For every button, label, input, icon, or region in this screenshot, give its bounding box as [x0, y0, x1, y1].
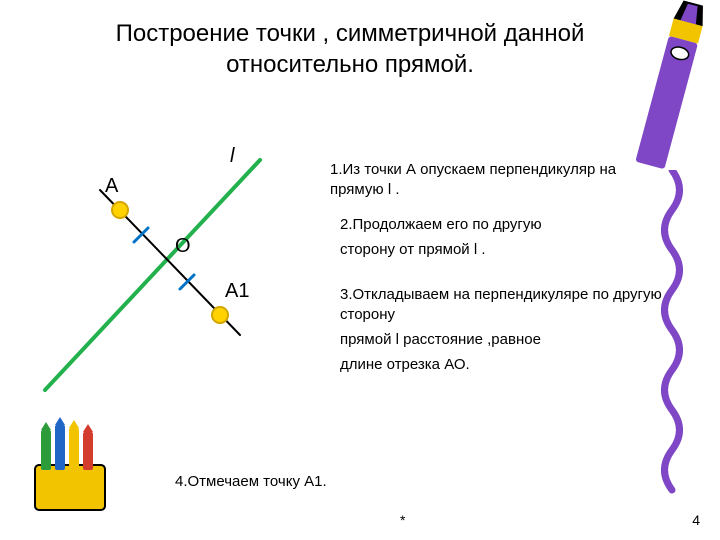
point-a: [112, 202, 128, 218]
line-l: [45, 160, 260, 390]
label-a: А: [105, 175, 118, 198]
step-3a: 3.Откладываем на перпендикуляре по другу…: [340, 285, 670, 326]
crayons-box-decoration: [15, 410, 135, 530]
step-2a: 2.Продолжаем его по другую: [340, 215, 660, 235]
label-o: О: [175, 235, 191, 258]
tick-2: [180, 275, 194, 289]
label-a1: А1: [225, 280, 249, 303]
squiggle-decoration: [652, 170, 692, 510]
label-l: l: [230, 145, 234, 168]
step-3c: длине отрезка АО.: [340, 355, 670, 375]
step-2b: сторону от прямой l .: [340, 240, 660, 260]
step-1: 1.Из точки А опускаем перпендикуляр на п…: [330, 160, 670, 201]
step-4: 4.Отмечаем точку А1.: [175, 472, 495, 492]
page-title: Построение точки , симметричной данной о…: [70, 18, 630, 80]
geometry-diagram: А О А1 l: [30, 140, 310, 420]
footer-star: *: [400, 512, 405, 528]
crayon-decoration: [630, 0, 710, 190]
step-3b: прямой l расстояние ,равное: [340, 330, 670, 350]
point-a1: [212, 307, 228, 323]
tick-1: [134, 228, 148, 242]
page-number: 4: [692, 512, 700, 528]
diagram-svg: [30, 140, 310, 420]
